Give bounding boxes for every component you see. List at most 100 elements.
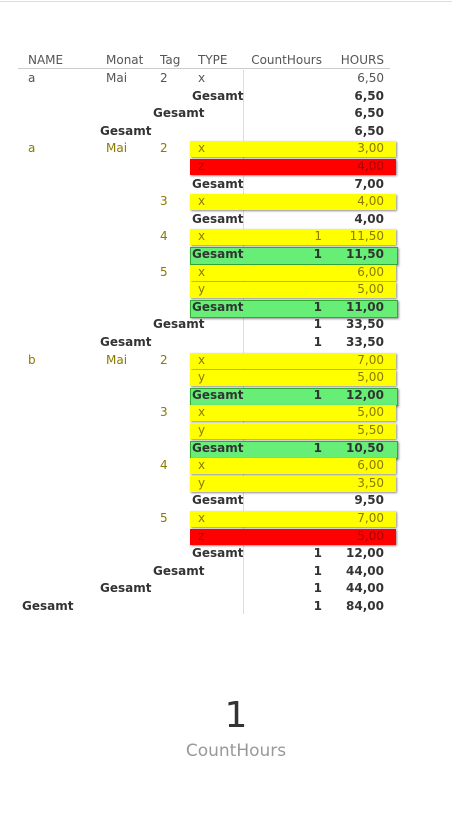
- cell-tag: 3: [160, 194, 168, 209]
- row-highlight: [190, 458, 396, 475]
- row-highlight: [190, 299, 398, 318]
- cell-type: x: [198, 229, 206, 244]
- cell-type: Gesamt: [192, 387, 244, 402]
- cell-monat: Gesamt: [100, 581, 152, 596]
- cell-hours: 5,50: [357, 423, 384, 437]
- column-header: CountHours: [251, 53, 322, 67]
- cell-hours: 33,50: [346, 317, 384, 332]
- cell-hours: 44,00: [346, 563, 384, 578]
- cell-hours: 7,00: [357, 511, 384, 525]
- row-highlight: [190, 229, 396, 246]
- cell-hours: 12,00: [346, 546, 384, 561]
- row-highlight: [190, 141, 396, 158]
- cell-count: 1: [313, 563, 322, 578]
- cell-type: Gesamt: [192, 211, 244, 226]
- cell-hours: 6,50: [354, 88, 384, 103]
- column-header: NAME: [28, 53, 64, 67]
- cell-hours: 4,00: [357, 194, 384, 209]
- cell-tag: 2: [160, 71, 168, 85]
- cell-count: 1: [313, 546, 322, 561]
- cell-count: 1: [313, 299, 322, 314]
- cell-tag: 5: [160, 264, 168, 279]
- cell-monat: Gesamt: [100, 123, 152, 138]
- cell-tag: 3: [160, 405, 168, 420]
- row-highlight: [190, 440, 398, 459]
- cell-type: x: [198, 71, 206, 85]
- cell-type: Gesamt: [192, 493, 244, 508]
- cell-count: 1: [313, 247, 322, 261]
- cell-count: 1: [313, 581, 322, 596]
- header-rule: [18, 68, 390, 69]
- cell-type: z: [198, 528, 205, 543]
- card-label: CountHours: [185, 741, 287, 761]
- column-divider: [243, 70, 244, 614]
- row-highlight: [190, 423, 396, 439]
- row-highlight: [190, 387, 398, 406]
- cell-type: y: [198, 423, 206, 437]
- cell-tag: Gesamt: [153, 106, 205, 121]
- cell-tag: 2: [160, 141, 168, 156]
- cell-hours: 5,00: [357, 528, 384, 543]
- cell-hours: 33,50: [346, 335, 384, 349]
- cell-type: Gesamt: [192, 299, 244, 314]
- cell-tag: 4: [160, 229, 168, 244]
- row-highlight: [190, 282, 396, 299]
- cell-hours: 6,50: [354, 106, 384, 121]
- cell-type: Gesamt: [192, 176, 244, 191]
- cell-hours: 4,00: [357, 159, 384, 173]
- row-highlight: [190, 194, 396, 211]
- row-highlight: [190, 159, 396, 175]
- top-border: [0, 1, 452, 2]
- row-highlight: [190, 247, 398, 265]
- cell-hours: 6,00: [357, 458, 384, 473]
- cell-hours: 3,00: [357, 141, 384, 156]
- cell-tag: Gesamt: [153, 563, 205, 578]
- cell-type: x: [198, 264, 206, 279]
- column-header: Monat: [106, 53, 144, 67]
- cell-hours: 11,50: [349, 229, 384, 244]
- cell-name: Gesamt: [22, 599, 74, 613]
- cell-type: y: [198, 370, 206, 385]
- cell-hours: 7,00: [357, 352, 384, 367]
- cell-monat: Mai: [106, 352, 128, 367]
- cell-monat: Gesamt: [100, 335, 152, 349]
- cell-type: Gesamt: [192, 88, 244, 103]
- cell-hours: 12,00: [346, 387, 384, 402]
- cell-count: 1: [314, 229, 322, 244]
- column-header: TYPE: [198, 53, 228, 67]
- cell-tag: Gesamt: [153, 317, 205, 332]
- cell-hours: 5,00: [357, 370, 384, 385]
- cell-hours: 10,50: [346, 440, 384, 455]
- row-highlight: [190, 511, 396, 527]
- cell-count: 1: [313, 335, 322, 349]
- row-highlight: [190, 264, 396, 281]
- cell-tag: 2: [160, 352, 168, 367]
- cell-hours: 6,50: [357, 71, 384, 85]
- cell-hours: 9,50: [354, 493, 384, 508]
- cell-type: Gesamt: [192, 440, 244, 455]
- cell-name: a: [28, 141, 36, 156]
- cell-type: x: [198, 458, 206, 473]
- row-highlight: [190, 528, 396, 545]
- cell-type: x: [198, 194, 206, 209]
- cell-type: y: [198, 475, 206, 490]
- cell-monat: Mai: [106, 71, 128, 85]
- row-highlight: [190, 475, 396, 492]
- cell-count: 1: [313, 440, 322, 455]
- cell-type: x: [198, 405, 206, 420]
- cell-count: 1: [313, 599, 322, 613]
- cell-type: x: [198, 511, 206, 525]
- cell-hours: 5,00: [357, 405, 384, 420]
- cell-monat: Mai: [106, 141, 128, 156]
- cell-hours: 11,50: [346, 247, 384, 261]
- column-header: Tag: [160, 53, 181, 67]
- card-value: 1: [224, 695, 248, 736]
- cell-type: z: [198, 159, 205, 173]
- cell-hours: 6,00: [357, 264, 384, 279]
- row-highlight: [190, 352, 396, 369]
- cell-hours: 7,00: [354, 176, 384, 191]
- cell-hours: 6,50: [354, 123, 384, 138]
- cell-name: a: [28, 71, 36, 85]
- cell-count: 1: [313, 387, 322, 402]
